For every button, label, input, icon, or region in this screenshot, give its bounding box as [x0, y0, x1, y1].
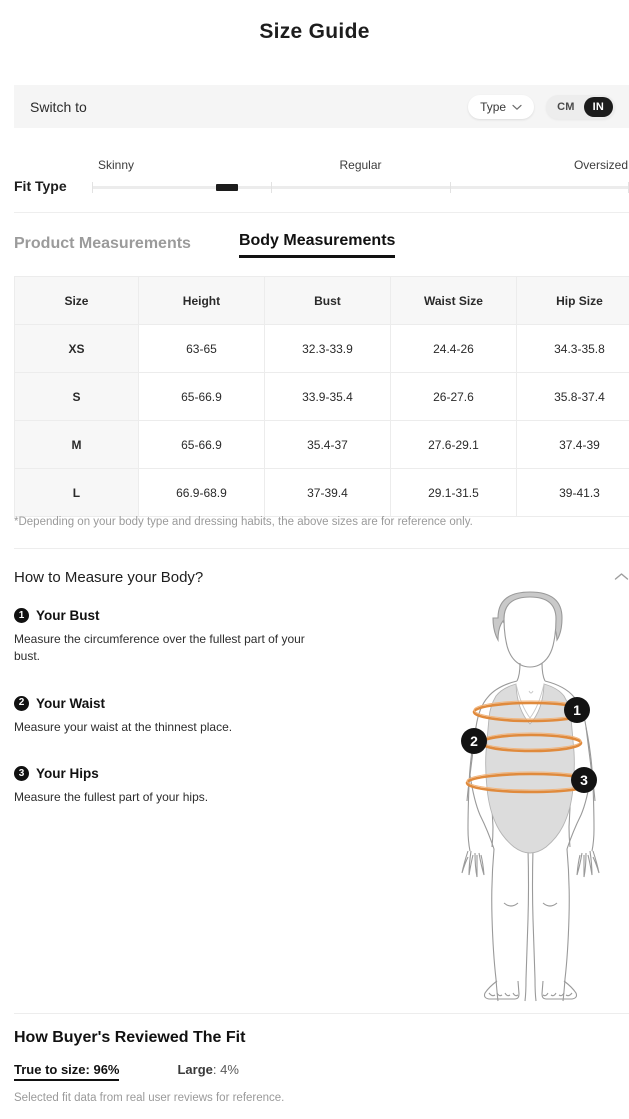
measure-item-title: Your Bust — [36, 608, 100, 623]
cell-height: 63-65 — [137, 324, 265, 373]
measurement-tabs: Product Measurements Body Measurements — [14, 232, 396, 258]
cell-height: 65-66.9 — [137, 372, 265, 421]
unit-option-cm[interactable]: CM — [557, 100, 575, 113]
review-true-to-size[interactable]: True to size: 96% — [14, 1062, 120, 1081]
reviews-title: How Buyer's Reviewed The Fit — [14, 1029, 246, 1046]
fit-type-slider[interactable]: Skinny Regular Oversized — [92, 158, 629, 204]
measure-item-title: Your Hips — [36, 766, 99, 782]
figure-badge-3: 3 — [571, 767, 597, 793]
number-badge-icon: 2 — [14, 695, 29, 711]
measure-item-desc: Measure the circumference over the fulle… — [14, 632, 305, 664]
cell-height: 65-66.9 — [137, 420, 265, 469]
female-body-illustration — [461, 591, 600, 1002]
cell-size: XS — [14, 324, 139, 373]
reviews-note: Selected fit data from real user reviews… — [14, 1092, 285, 1104]
cell-waist: 26-27.6 — [389, 372, 517, 421]
figure-badge-2: 2 — [461, 728, 487, 754]
cell-waist: 27.6-29.1 — [389, 420, 517, 469]
how-to-measure-title: How to Measure your Body? — [14, 568, 204, 586]
table-row: XS 63-65 32.3-33.9 24.4-26 34.3-35.8 — [14, 324, 629, 373]
table-row: S 65-66.9 33.9-35.4 26-27.6 35.8-37.4 — [14, 372, 629, 421]
figure-badge-1: 1 — [564, 697, 590, 723]
body-measurement-figure: 1 2 3 — [432, 585, 629, 1010]
fit-type-track[interactable] — [92, 182, 629, 193]
note-divider — [14, 548, 629, 549]
cell-hip: 37.4-39 — [515, 420, 629, 469]
cell-hip: 39-41.3 — [515, 468, 629, 517]
fit-mark-regular: Regular — [339, 158, 382, 172]
table-row: L 66.9-68.9 37-39.4 29.1-31.5 39-41.3 — [14, 468, 629, 517]
review-large-value: 4% — [220, 1062, 239, 1077]
list-item: 1 Your Bust Measure the circumference ov… — [14, 608, 344, 666]
fit-mark-oversized: Oversized — [573, 158, 628, 172]
fit-tick-1 — [271, 182, 272, 193]
table-header-row: Size Height Bust Waist Size Hip Size — [14, 276, 629, 325]
reviews-stats: True to size: 96% Large: 4% — [14, 1062, 239, 1081]
table-row: M 65-66.9 35.4-37 27.6-29.1 37.4-39 — [14, 420, 629, 469]
cell-height: 66.9-68.9 — [137, 468, 265, 517]
fit-type-row: Fit Type Skinny Regular Oversized — [0, 158, 629, 204]
unit-option-in[interactable]: IN — [583, 96, 613, 117]
how-to-measure-header[interactable]: How to Measure your Body? — [14, 562, 629, 592]
fit-type-marks: Skinny Regular Oversized — [92, 158, 629, 180]
chevron-up-icon[interactable] — [614, 568, 629, 586]
col-size: Size — [14, 276, 139, 325]
review-large[interactable]: Large: 4% — [177, 1062, 239, 1077]
unit-toggle[interactable]: CM IN — [546, 94, 615, 119]
fit-type-divider — [14, 212, 629, 213]
cell-bust: 37-39.4 — [263, 468, 391, 517]
tab-body-measurements[interactable]: Body Measurements — [238, 232, 396, 258]
chevron-down-icon — [512, 100, 522, 114]
list-item: 2 Your Waist Measure your waist at the t… — [14, 695, 344, 736]
measure-item-head: 1 Your Bust — [14, 608, 344, 623]
switch-to-label: Switch to — [30, 98, 87, 115]
cell-size: S — [14, 372, 139, 421]
switch-controls: Type CM IN — [468, 94, 615, 119]
switch-to-bar: Switch to Type CM IN — [14, 85, 629, 128]
fit-type-label: Fit Type — [14, 178, 67, 194]
col-height: Height — [137, 276, 265, 325]
list-item: 3 Your Hips Measure the fullest part of … — [14, 766, 344, 806]
reviews-divider — [14, 1013, 629, 1014]
type-dropdown[interactable]: Type — [468, 94, 535, 119]
cell-size: M — [14, 420, 139, 469]
measure-item-title: Your Waist — [36, 695, 106, 711]
fit-tick-2 — [450, 182, 451, 193]
measure-instructions: 1 Your Bust Measure the circumference ov… — [14, 608, 344, 837]
col-waist: Waist Size — [389, 276, 517, 325]
cell-bust: 33.9-35.4 — [263, 372, 391, 421]
number-badge-icon: 1 — [14, 608, 29, 623]
col-hip: Hip Size — [515, 276, 629, 325]
cell-hip: 35.8-37.4 — [515, 372, 629, 421]
cell-hip: 34.3-35.8 — [515, 324, 629, 373]
col-bust: Bust — [263, 276, 391, 325]
cell-bust: 32.3-33.9 — [263, 324, 391, 373]
page-title: Size Guide — [259, 20, 370, 43]
review-large-label: Large — [177, 1062, 213, 1077]
cell-bust: 35.4-37 — [263, 420, 391, 469]
fit-tick-0 — [92, 182, 93, 193]
cell-size: L — [14, 468, 139, 517]
fit-mark-skinny: Skinny — [98, 158, 135, 172]
tab-product-measurements[interactable]: Product Measurements — [14, 235, 191, 252]
measure-item-head: 2 Your Waist — [14, 695, 344, 711]
fit-type-thumb[interactable] — [216, 184, 238, 191]
measure-item-desc: Measure your waist at the thinnest place… — [14, 719, 233, 734]
number-badge-icon: 3 — [14, 766, 29, 782]
cell-waist: 24.4-26 — [389, 324, 517, 373]
table-note: *Depending on your body type and dressin… — [14, 516, 473, 528]
cell-waist: 29.1-31.5 — [389, 468, 517, 517]
measure-item-head: 3 Your Hips — [14, 766, 344, 782]
size-table: Size Height Bust Waist Size Hip Size XS … — [14, 276, 629, 517]
type-dropdown-label: Type — [480, 99, 507, 114]
measure-item-desc: Measure the fullest part of your hips. — [14, 790, 209, 805]
